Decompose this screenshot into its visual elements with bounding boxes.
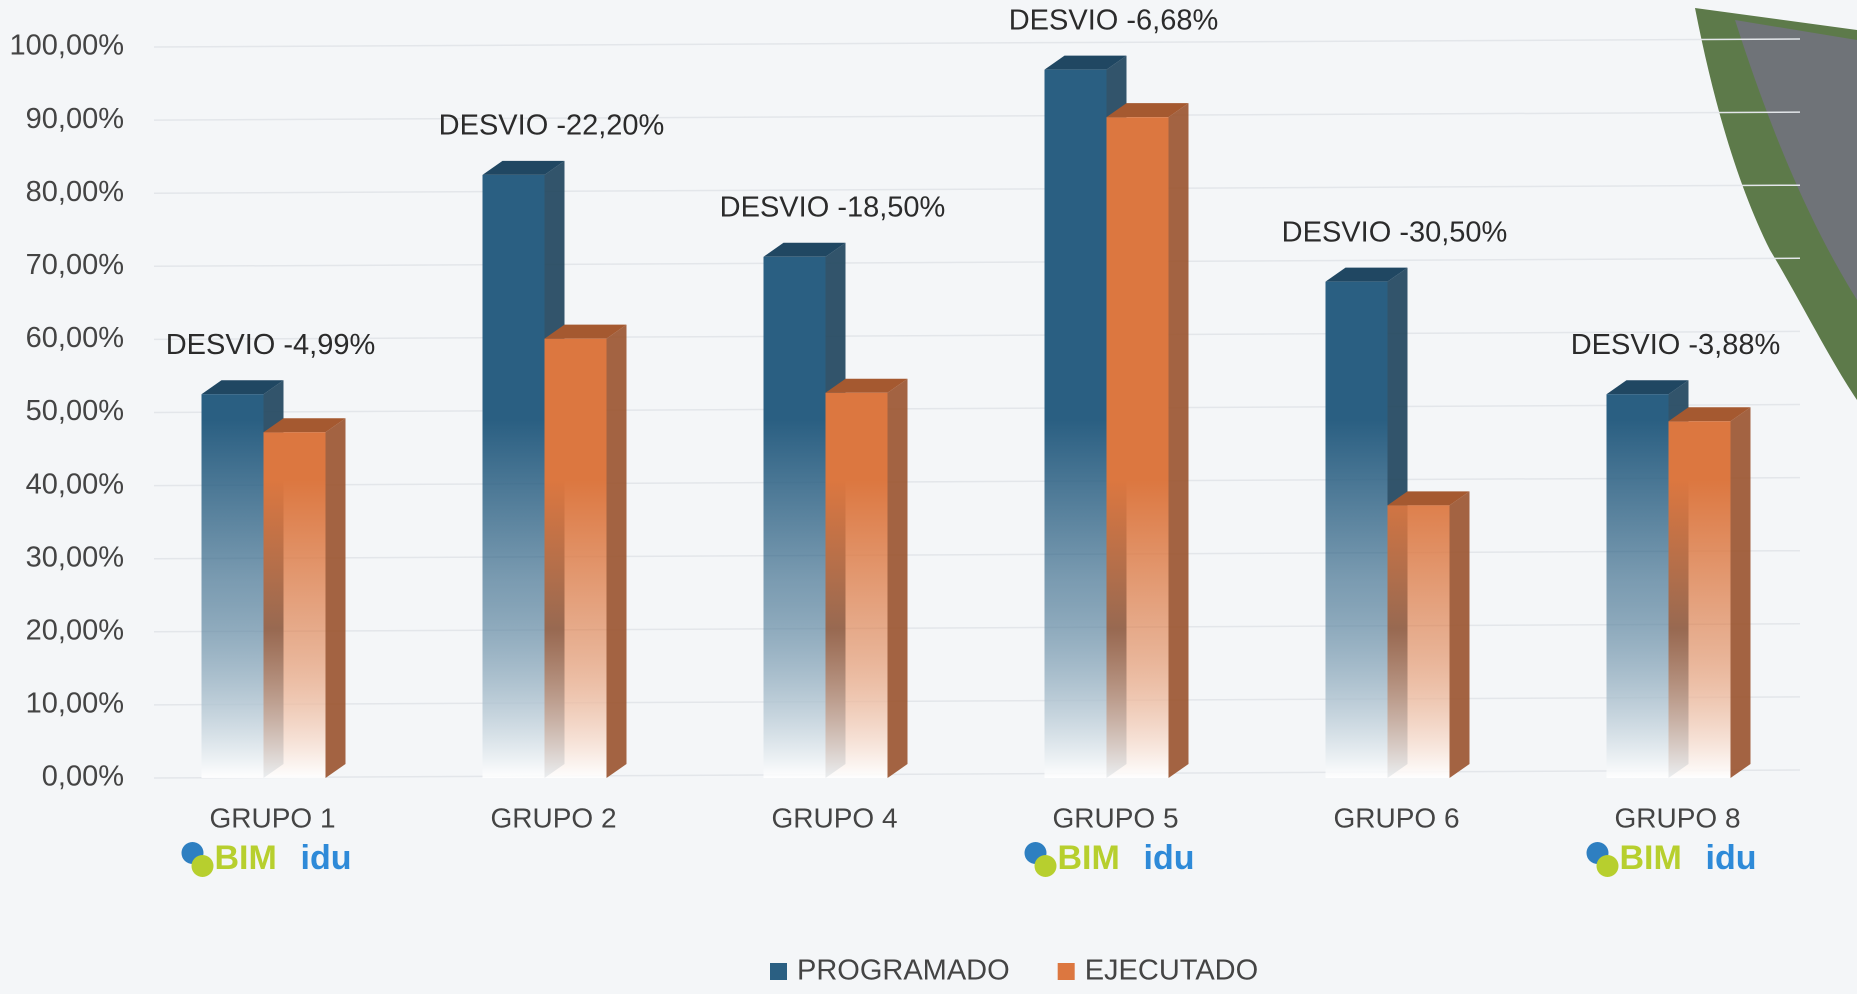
logo-dot	[1597, 855, 1619, 877]
bar	[264, 418, 346, 778]
y-tick-label: 50,00%	[26, 395, 124, 427]
logo-text: BIM	[215, 839, 277, 877]
bar-front	[1107, 117, 1169, 778]
x-tick-label: GRUPO 8	[1614, 802, 1740, 833]
bar-side	[1450, 491, 1470, 778]
bar-front	[483, 175, 545, 778]
annotation: DESVIO -6,68%	[1009, 4, 1219, 36]
grid-line	[154, 770, 1800, 778]
bar	[826, 379, 908, 778]
y-tick-label: 70,00%	[26, 249, 124, 281]
legend-label: PROGRAMADO	[797, 955, 1010, 987]
annotation: DESVIO -4,99%	[166, 329, 376, 361]
grid-line	[154, 697, 1800, 705]
y-tick-label: 80,00%	[26, 176, 124, 208]
bar-side	[888, 379, 908, 778]
bar-front	[1669, 421, 1731, 778]
y-tick-label: 40,00%	[26, 468, 124, 500]
y-tick-label: 60,00%	[26, 322, 124, 354]
bar-front	[1326, 282, 1388, 778]
logo: BIM idu	[1025, 839, 1195, 877]
annotation: DESVIO -3,88%	[1571, 329, 1781, 361]
bar-front	[545, 339, 607, 778]
logo-text: BIM	[1058, 839, 1120, 877]
bar	[1107, 103, 1189, 778]
logo: BIM idu	[1587, 839, 1757, 877]
logo-text: BIM	[1620, 839, 1682, 877]
bar-front	[1045, 70, 1107, 778]
grid-line	[154, 112, 1800, 120]
bar	[545, 325, 627, 778]
grid-line	[154, 551, 1800, 559]
logo-text: idu	[1144, 839, 1195, 877]
bar-side	[1169, 103, 1189, 778]
bar-front	[764, 257, 826, 778]
y-tick-label: 90,00%	[26, 103, 124, 135]
grid-line	[154, 331, 1800, 339]
logo-dot	[1035, 855, 1057, 877]
x-tick-label: GRUPO 5	[1052, 802, 1178, 833]
y-tick-label: 100,00%	[10, 30, 125, 62]
logo-text: idu	[301, 839, 352, 877]
y-tick-label: 0,00%	[42, 761, 124, 793]
bar-front	[264, 432, 326, 778]
grid-line	[154, 624, 1800, 632]
x-tick-label: GRUPO 2	[490, 802, 616, 833]
bar-front	[1388, 505, 1450, 778]
bar	[1669, 407, 1751, 778]
grid-line	[154, 39, 1800, 47]
grid-line	[154, 258, 1800, 266]
bar-front	[202, 394, 264, 778]
bar-front	[1607, 394, 1669, 778]
bar-front	[826, 393, 888, 778]
grid-line	[154, 478, 1800, 486]
chart: 0,00% 10,00% 20,00% 30,00% 40,00% 50,00% 60,00…	[0, 0, 1857, 994]
logo: BIM idu	[182, 839, 352, 877]
annotation: DESVIO -30,50%	[1282, 216, 1508, 248]
x-tick-label: GRUPO 1	[209, 802, 335, 833]
y-tick-label: 30,00%	[26, 541, 124, 573]
bar-side	[1731, 407, 1751, 778]
legend-label: EJECUTADO	[1085, 955, 1258, 987]
annotation: DESVIO -22,20%	[439, 110, 665, 142]
grid-line	[154, 405, 1800, 413]
y-tick-label: 20,00%	[26, 614, 124, 646]
x-tick-label: GRUPO 4	[771, 802, 897, 833]
y-tick-label: 10,00%	[26, 688, 124, 720]
bar-side	[607, 325, 627, 778]
page: {"chart_data": { "type": "bar3d", "categ…	[0, 0, 1857, 994]
legend-swatch	[1058, 963, 1075, 980]
legend-swatch	[770, 963, 787, 980]
logo-text: idu	[1706, 839, 1757, 877]
annotation: DESVIO -18,50%	[720, 191, 946, 223]
bar-side	[326, 418, 346, 778]
grid-line	[154, 185, 1800, 193]
logo-dot	[192, 855, 214, 877]
bar	[1388, 491, 1470, 778]
x-tick-label: GRUPO 6	[1333, 802, 1459, 833]
